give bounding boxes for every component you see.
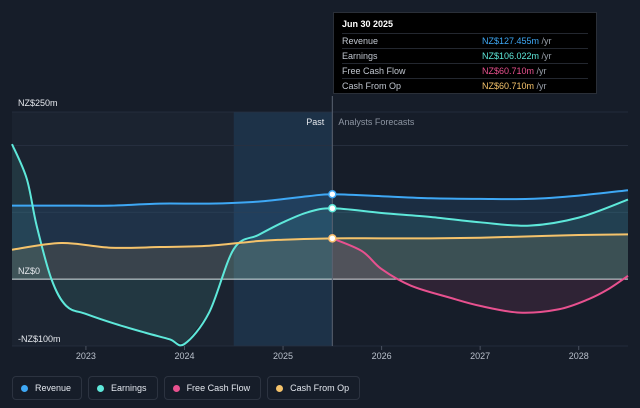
area-cash-from-op: [12, 234, 628, 280]
tooltip-value: NZ$60.710m: [482, 66, 535, 76]
tooltip-unit: /yr: [534, 66, 547, 76]
tooltip-row-revenue: Revenue NZ$127.455m /yr: [342, 33, 588, 48]
tooltip-label: Cash From Op: [342, 81, 402, 91]
highlight-band: [233, 112, 333, 346]
tooltip-value: NZ$106.022m: [482, 51, 540, 61]
legend-label: Revenue: [35, 383, 72, 393]
area-free-cash-flow: [332, 238, 628, 313]
region-label-past: Past: [306, 117, 325, 127]
tooltip-label: Earnings: [342, 51, 378, 61]
region-label-forecast: Analysts Forecasts: [338, 117, 415, 127]
tooltip-unit: /yr: [539, 36, 552, 46]
chart-canvas: Past Analysts Forecasts NZ$250m NZ$0 -NZ$100…: [11, 96, 629, 361]
legend-item-free-cash-flow[interactable]: Free Cash Flow: [163, 376, 262, 400]
tooltip-row-free-cash-flow: Free Cash Flow NZ$60.710m /yr: [342, 63, 588, 78]
line-free-cash-flow: [331, 237, 629, 314]
tooltip-unit: /yr: [534, 81, 547, 91]
legend-item-cash-from-op[interactable]: Cash From Op: [267, 376, 361, 400]
line-cash-from-op: [11, 233, 629, 251]
tooltip-label: Revenue: [342, 36, 379, 46]
tooltip-row-earnings: Earnings NZ$106.022m /yr: [342, 48, 588, 63]
legend-dot-icon: [97, 384, 105, 392]
tooltip-label: Free Cash Flow: [342, 66, 406, 76]
marker-earnings: [328, 204, 337, 213]
y-tick-label: NZ$250m: [18, 98, 58, 108]
tooltip-unit: /yr: [539, 51, 552, 61]
marker-cash-from-op: [328, 234, 337, 243]
legend-item-earnings[interactable]: Earnings: [88, 376, 158, 400]
marker-revenue: [328, 189, 337, 199]
x-tick-label: 2026: [372, 351, 392, 361]
x-tick-label: 2028: [569, 351, 589, 361]
legend-label: Cash From Op: [290, 383, 350, 393]
tooltip: Jun 30 2025 Revenue NZ$127.455m /yr Earn…: [333, 12, 597, 94]
tooltip-row-cash-from-op: Cash From Op NZ$60.710m /yr: [342, 78, 588, 93]
area-earnings: [12, 144, 628, 344]
legend: Revenue Earnings Free Cash Flow Cash Fro…: [12, 376, 361, 400]
y-tick-label: -NZ$100m: [18, 334, 61, 344]
tooltip-value: NZ$60.710m: [482, 81, 535, 91]
x-tick-label: 2025: [273, 351, 293, 361]
legend-dot-icon: [172, 384, 180, 392]
line-revenue: [12, 189, 629, 207]
area-revenue: [12, 190, 628, 280]
x-tick-label: 2027: [470, 351, 490, 361]
legend-label: Free Cash Flow: [186, 383, 251, 393]
x-tick-label: 2024: [174, 351, 194, 361]
legend-dot-icon: [276, 384, 284, 392]
legend-item-revenue[interactable]: Revenue: [12, 376, 83, 400]
legend-dot-icon: [21, 384, 28, 392]
tooltip-date: Jun 30 2025: [342, 19, 394, 29]
x-tick-label: 2023: [76, 351, 96, 361]
line-earnings: [11, 143, 629, 347]
legend-label: Earnings: [111, 383, 147, 393]
tooltip-value: NZ$127.455m: [482, 36, 540, 46]
y-tick-label: NZ$0: [18, 266, 40, 276]
